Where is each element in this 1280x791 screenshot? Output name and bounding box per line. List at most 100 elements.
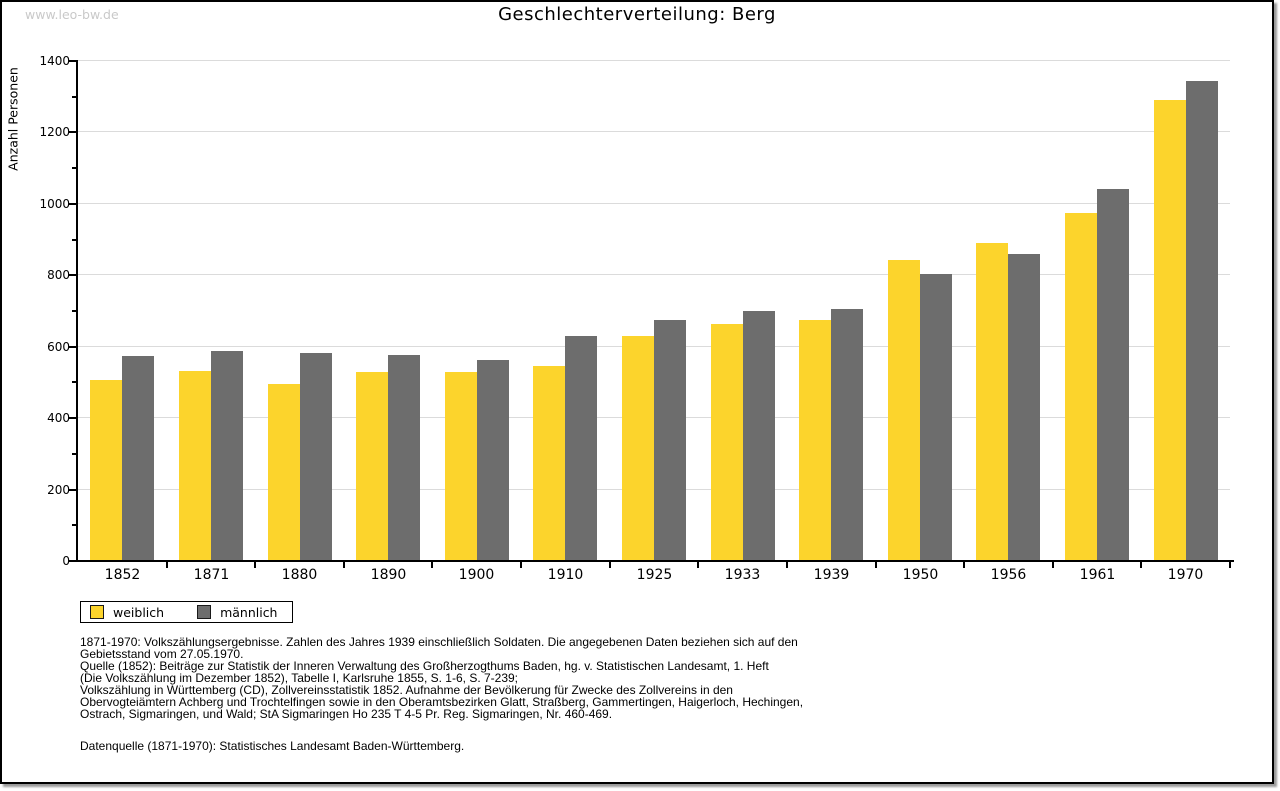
bar-männlich-1852 (122, 356, 154, 560)
bar-weiblich-1933 (711, 324, 743, 560)
x-tick-6 (609, 562, 611, 568)
weiblich-swatch-icon (90, 605, 104, 619)
bar-männlich-1956 (1008, 254, 1040, 560)
legend-label-weiblich: weiblich (113, 604, 165, 620)
bar-weiblich-1961 (1065, 213, 1097, 560)
x-tick-4 (431, 562, 433, 568)
x-category-label-1871: 1871 (193, 567, 230, 583)
bar-männlich-1880 (300, 353, 332, 560)
x-tick-11 (1052, 562, 1054, 568)
y-tick-label-600: 600 (47, 340, 70, 354)
y-tick-label-200: 200 (47, 483, 70, 497)
x-tick-13 (1229, 562, 1231, 568)
watermark-text: www.leo-bw.de (25, 7, 119, 22)
bar-männlich-1871 (211, 351, 243, 560)
y-tick-0 (69, 560, 76, 562)
bar-männlich-1925 (654, 320, 686, 560)
x-tick-1 (166, 562, 168, 568)
bar-männlich-1950 (920, 274, 952, 560)
y-tick-1200 (69, 131, 76, 133)
x-tick-12 (1140, 562, 1142, 568)
x-tick-2 (254, 562, 256, 568)
bar-weiblich-1910 (533, 366, 565, 560)
y-minor-tick-100 (72, 524, 76, 526)
y-minor-tick-300 (72, 453, 76, 455)
x-category-label-1910: 1910 (547, 567, 584, 583)
legend-item-maennlich: männlich (197, 605, 277, 620)
plot-area (78, 60, 1230, 560)
y-minor-tick-900 (72, 239, 76, 241)
gridline-1000 (78, 203, 1230, 204)
chart-title: Geschlechterverteilung: Berg (498, 4, 776, 25)
legend-label-maennlich: männlich (220, 604, 278, 620)
bar-männlich-1900 (477, 360, 509, 560)
y-minor-tick-700 (72, 310, 76, 312)
footnote-line-3: Quelle (1852): Beiträge zur Statistik de… (80, 659, 769, 673)
y-minor-tick-1300 (72, 96, 76, 98)
y-tick-400 (69, 417, 76, 419)
y-minor-tick-1100 (72, 167, 76, 169)
x-category-label-1925: 1925 (636, 567, 673, 583)
x-tick-9 (875, 562, 877, 568)
y-minor-tick-500 (72, 381, 76, 383)
x-category-label-1900: 1900 (458, 567, 495, 583)
x-tick-5 (520, 562, 522, 568)
bar-weiblich-1956 (976, 243, 1008, 560)
footnote-line-7: Ostrach, Sigmaringen, und Wald; StA Sigm… (80, 707, 613, 721)
y-axis-title-text: Anzahl Personen (5, 67, 21, 171)
x-category-label-1939: 1939 (813, 567, 850, 583)
bar-weiblich-1950 (888, 260, 920, 560)
x-category-label-1933: 1933 (724, 567, 761, 583)
y-tick-800 (69, 274, 76, 276)
bar-weiblich-1939 (799, 320, 831, 560)
x-category-label-1880: 1880 (281, 567, 318, 583)
bar-weiblich-1880 (268, 384, 300, 560)
bar-weiblich-1852 (90, 380, 122, 560)
x-axis-line (76, 560, 1234, 562)
y-tick-200 (69, 489, 76, 491)
bar-männlich-1961 (1097, 189, 1129, 560)
bar-männlich-1890 (388, 355, 420, 560)
x-category-label-1961: 1961 (1079, 567, 1116, 583)
bar-weiblich-1890 (356, 372, 388, 560)
x-category-label-1890: 1890 (370, 567, 407, 583)
x-category-label-1852: 1852 (104, 567, 141, 583)
x-tick-10 (963, 562, 965, 568)
y-tick-label-400: 400 (47, 411, 70, 425)
x-category-label-1970: 1970 (1167, 567, 1204, 583)
bar-weiblich-1900 (445, 372, 477, 560)
y-tick-label-800: 800 (47, 268, 70, 282)
y-tick-label-1400: 1400 (39, 54, 70, 68)
footnote-line-6: Obervogteiämtern Achberg und Trochtelfin… (80, 695, 804, 709)
x-tick-7 (697, 562, 699, 568)
y-tick-label-1200: 1200 (39, 125, 70, 139)
datasource-line: Datenquelle (1871-1970): Statistisches L… (80, 739, 465, 753)
x-category-label-1956: 1956 (990, 567, 1027, 583)
x-category-label-1950: 1950 (902, 567, 939, 583)
bar-männlich-1933 (743, 311, 775, 560)
y-axis-line (76, 60, 78, 562)
y-axis-title: Anzahl Personen (4, 54, 22, 184)
y-tick-1000 (69, 203, 76, 205)
bar-männlich-1970 (1186, 81, 1218, 560)
bar-männlich-1939 (831, 309, 863, 560)
y-tick-1400 (69, 60, 76, 62)
gridline-800 (78, 274, 1230, 275)
x-tick-8 (786, 562, 788, 568)
footnote-line-1: 1871-1970: Volkszählungsergebnisse. Zahl… (80, 635, 798, 649)
y-tick-600 (69, 346, 76, 348)
y-tick-label-1000: 1000 (39, 197, 70, 211)
legend-item-weiblich: weiblich (90, 605, 164, 620)
footnote-line-4: (Die Volkszählung im Dezember 1852), Tab… (80, 671, 519, 685)
maennlich-swatch-icon (197, 605, 212, 619)
footnote-line-2: Gebietsstand vom 27.05.1970. (80, 647, 244, 661)
gridline-1400 (78, 60, 1230, 61)
footnote-line-5: Volkszählung in Württemberg (CD), Zollve… (80, 683, 733, 697)
legend: weiblich männlich (80, 601, 294, 623)
gridline-1200 (78, 131, 1230, 132)
bar-weiblich-1871 (179, 371, 211, 560)
bar-männlich-1910 (565, 336, 597, 560)
bar-weiblich-1925 (622, 336, 654, 560)
bar-weiblich-1970 (1154, 100, 1186, 560)
